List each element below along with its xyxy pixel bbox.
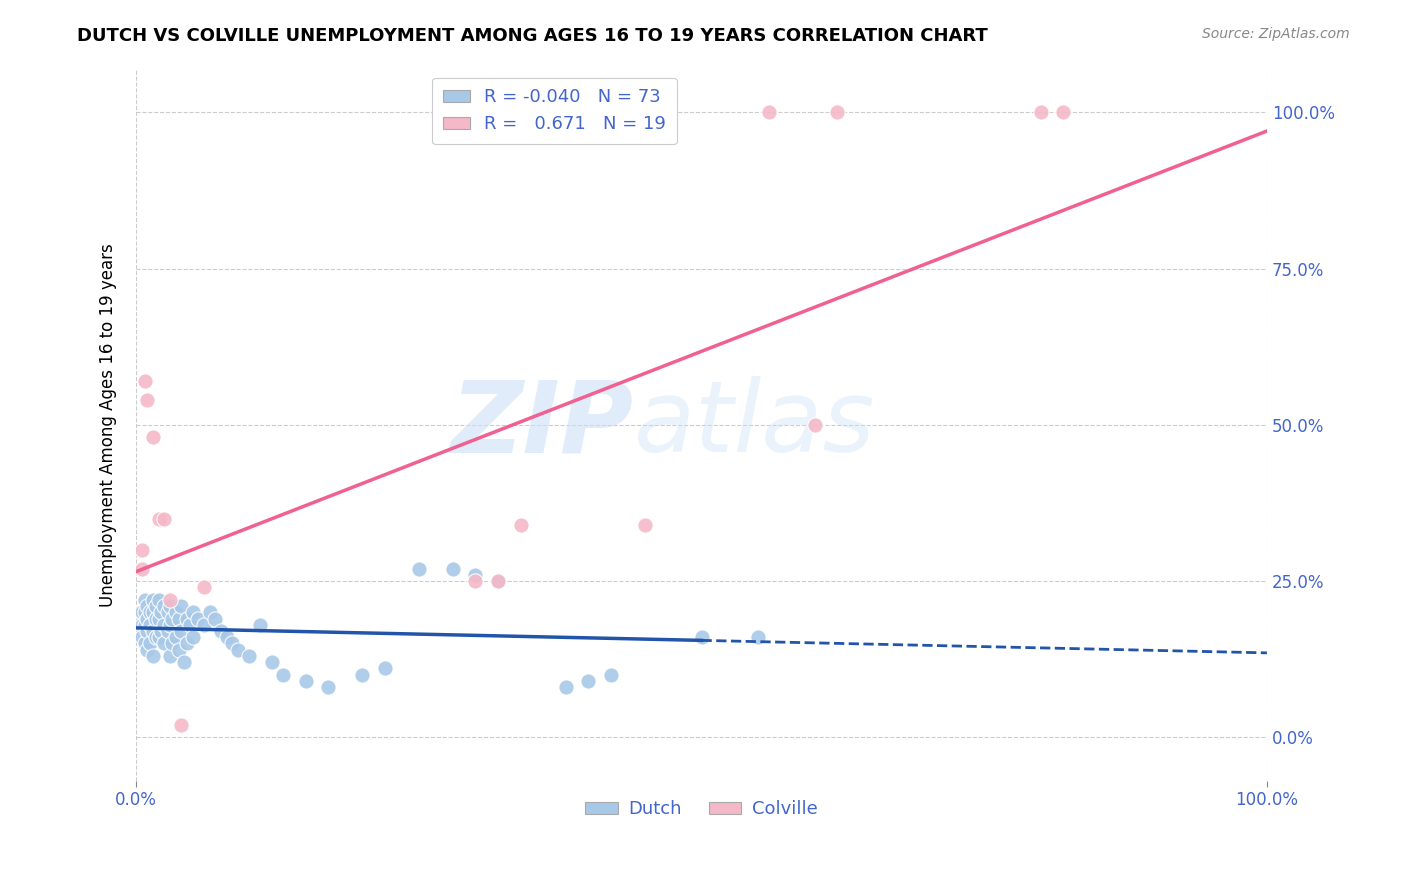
Point [554,680,576,694]
Point [176,611,198,625]
Point [464,567,486,582]
Point [145,630,167,644]
Point [179,617,201,632]
Point [134,592,156,607]
Point [131,542,153,557]
Point [193,617,215,632]
Point [634,517,657,532]
Point [145,599,167,613]
Point [131,561,153,575]
Point [318,680,340,694]
Point [131,617,153,632]
Point [148,511,170,525]
Point [1052,105,1074,120]
Point [374,661,396,675]
Point [408,561,430,575]
Point [226,642,249,657]
Y-axis label: Unemployment Among Ages 16 to 19 years: Unemployment Among Ages 16 to 19 years [100,243,117,607]
Point [173,655,195,669]
Point [167,611,190,625]
Point [136,392,159,407]
Point [153,599,176,613]
Point [825,105,848,120]
Point [142,605,165,619]
Point [156,605,179,619]
Point [142,592,165,607]
Point [153,636,176,650]
Point [145,611,167,625]
Point [271,667,294,681]
Point [159,592,181,607]
Point [181,605,204,619]
Text: atlas: atlas [634,376,876,474]
Point [260,655,283,669]
Point [138,617,160,632]
Point [690,630,713,644]
Point [198,605,221,619]
Point [136,599,159,613]
Point [134,605,156,619]
Point [187,611,209,625]
Point [142,430,165,444]
Point [209,624,232,638]
Point [159,599,181,613]
Point [441,561,464,575]
Point [150,605,173,619]
Point [486,574,509,588]
Point [153,617,176,632]
Point [249,617,271,632]
Legend: Dutch, Colville: Dutch, Colville [578,793,825,825]
Point [131,605,153,619]
Point [238,648,260,663]
Point [138,605,160,619]
Text: DUTCH VS COLVILLE UNEMPLOYMENT AMONG AGES 16 TO 19 YEARS CORRELATION CHART: DUTCH VS COLVILLE UNEMPLOYMENT AMONG AGE… [77,27,988,45]
Point [1029,105,1052,120]
Point [352,667,374,681]
Point [758,105,780,120]
Point [747,630,769,644]
Point [221,636,243,650]
Point [464,574,486,588]
Point [142,624,165,638]
Point [193,580,215,594]
Point [215,630,238,644]
Point [294,673,316,688]
Point [170,599,193,613]
Point [136,642,159,657]
Point [134,617,156,632]
Point [148,592,170,607]
Point [136,611,159,625]
Point [153,511,176,525]
Point [159,648,181,663]
Point [134,374,156,388]
Point [138,636,160,650]
Point [162,611,184,625]
Point [134,636,156,650]
Point [159,617,181,632]
Point [600,667,623,681]
Point [142,648,165,663]
Point [136,624,159,638]
Point [509,517,531,532]
Point [148,630,170,644]
Point [165,605,187,619]
Point [170,717,193,731]
Point [131,630,153,644]
Point [486,574,509,588]
Text: ZIP: ZIP [451,376,634,474]
Point [578,673,600,688]
Point [156,624,179,638]
Point [803,417,825,432]
Point [170,624,193,638]
Point [204,611,226,625]
Point [181,630,204,644]
Text: Source: ZipAtlas.com: Source: ZipAtlas.com [1202,27,1350,41]
Point [167,642,190,657]
Point [162,636,184,650]
Point [165,630,187,644]
Point [176,636,198,650]
Point [150,624,173,638]
Point [148,611,170,625]
